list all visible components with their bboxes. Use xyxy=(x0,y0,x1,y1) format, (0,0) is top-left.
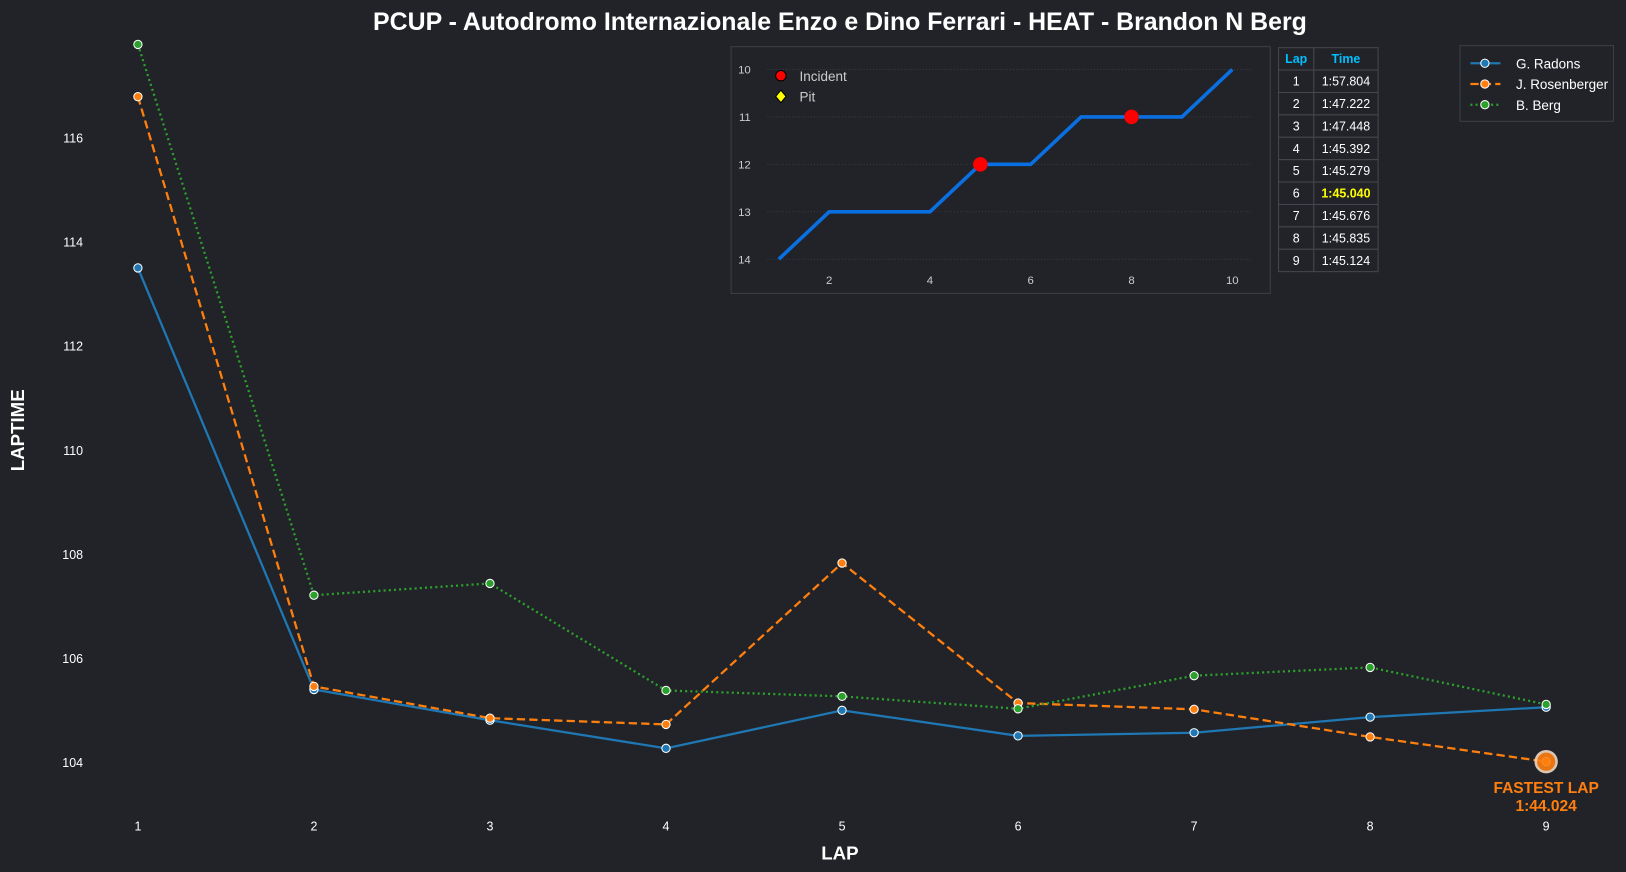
table-lap-cell: 7 xyxy=(1293,209,1300,223)
pit-legend-icon xyxy=(774,89,787,104)
legend-label: G. Radons xyxy=(1516,56,1581,71)
x-tick-label: 4 xyxy=(663,820,670,834)
table-time-cell: 1:47.222 xyxy=(1322,97,1370,111)
data-point xyxy=(661,719,671,730)
data-point xyxy=(837,691,847,702)
table-time-cell: 1:47.448 xyxy=(1322,119,1370,133)
inset-x-tick: 2 xyxy=(826,275,832,287)
inset-frame xyxy=(730,46,1271,294)
inset-y-tick: 10 xyxy=(738,65,751,77)
x-tick-label: 1 xyxy=(134,820,141,834)
table-time-cell: 1:45.040 xyxy=(1321,187,1370,201)
pit-legend-label: Pit xyxy=(800,90,816,105)
x-tick-label: 9 xyxy=(1543,820,1550,834)
x-tick-label: 8 xyxy=(1367,820,1374,834)
legend-marker xyxy=(1480,58,1490,68)
incident-legend-icon xyxy=(775,69,787,82)
chart-title: PCUP - Autodromo Internazionale Enzo e D… xyxy=(373,8,1307,36)
data-point xyxy=(1189,728,1199,738)
position-inset: 10 11 12 13 14 2 4 6 8 10 Incident Pit xyxy=(730,46,1271,294)
data-point xyxy=(1189,671,1199,681)
data-point xyxy=(1365,662,1375,673)
data-point xyxy=(661,685,671,696)
x-tick-label: 2 xyxy=(310,820,317,834)
table-time-cell: 1:45.279 xyxy=(1322,164,1370,178)
data-point xyxy=(133,39,143,50)
data-point xyxy=(1013,731,1023,741)
table-lap-cell: 9 xyxy=(1293,254,1300,268)
fastest-lap-marker xyxy=(1534,750,1558,774)
data-point xyxy=(837,558,847,568)
y-tick-label: 106 xyxy=(62,652,83,666)
table-lap-cell: 3 xyxy=(1293,119,1300,133)
data-point xyxy=(133,263,143,273)
incident-marker xyxy=(1124,109,1139,125)
series-line-g-radons xyxy=(136,267,1547,750)
table-time-cell: 1:45.835 xyxy=(1322,231,1370,245)
legend: G. Radons J. Rosenberger B. Berg xyxy=(1459,45,1614,122)
data-point xyxy=(485,713,495,723)
fastest-lap-label: FASTEST LAP xyxy=(1493,780,1598,797)
table-lap-cell: 8 xyxy=(1293,231,1300,245)
data-point xyxy=(1189,704,1199,714)
inset-y-tick: 13 xyxy=(738,207,751,219)
position-line xyxy=(777,68,1234,261)
data-point xyxy=(133,91,143,102)
table-time-cell: 1:45.124 xyxy=(1322,254,1370,268)
table-lap-cell: 4 xyxy=(1293,142,1300,156)
incident-legend-label: Incident xyxy=(800,69,847,84)
legend-marker xyxy=(1480,100,1490,110)
data-point xyxy=(661,743,671,754)
x-tick-label: 6 xyxy=(1015,820,1022,834)
data-point xyxy=(837,705,847,716)
fastest-lap-time: 1:44.024 xyxy=(1515,798,1577,815)
table-lap-cell: 1 xyxy=(1293,75,1300,89)
lap-table: Lap Time 1 1:57.804 2 1:47.222 3 1:47.448 4 1:45.… xyxy=(1278,47,1379,273)
data-point xyxy=(1365,712,1375,722)
y-tick-label: 108 xyxy=(62,548,83,562)
legend-marker xyxy=(1480,79,1490,89)
data-point xyxy=(309,681,319,692)
inset-y-tick: 11 xyxy=(739,112,751,124)
inset-x-tick: 6 xyxy=(1028,275,1034,287)
data-point xyxy=(1541,699,1551,710)
x-axis-label: LAP xyxy=(821,843,858,864)
y-tick-label: 110 xyxy=(63,444,83,458)
inset-y-tick: 14 xyxy=(738,254,751,266)
table-lap-cell: 5 xyxy=(1293,164,1300,178)
table-header: Time xyxy=(1332,52,1361,66)
table-time-cell: 1:45.392 xyxy=(1322,142,1370,156)
y-tick-label: 112 xyxy=(63,340,83,354)
table-time-cell: 1:45.676 xyxy=(1322,209,1370,223)
table-header: Lap xyxy=(1285,52,1308,66)
data-point xyxy=(485,578,495,589)
y-axis-label: LAPTIME xyxy=(7,389,28,471)
legend-label: J. Rosenberger xyxy=(1516,77,1609,92)
x-tick-label: 3 xyxy=(487,820,494,834)
table-lap-cell: 2 xyxy=(1293,97,1300,111)
y-tick-label: 116 xyxy=(63,131,83,145)
inset-x-tick: 8 xyxy=(1128,275,1134,287)
x-tick-label: 7 xyxy=(1191,820,1198,834)
incident-marker xyxy=(973,157,988,172)
inset-y-tick: 12 xyxy=(738,159,751,171)
data-point xyxy=(1365,732,1375,742)
data-point xyxy=(309,590,319,600)
y-tick-label: 104 xyxy=(62,756,83,770)
inset-x-tick: 4 xyxy=(927,275,933,287)
inset-x-tick: 10 xyxy=(1226,275,1239,287)
table-cell xyxy=(1313,248,1379,273)
table-lap-cell: 6 xyxy=(1293,187,1300,201)
x-tick-label: 5 xyxy=(839,820,846,834)
table-time-cell: 1:57.804 xyxy=(1322,75,1370,89)
data-point xyxy=(1013,704,1023,714)
y-tick-label: 114 xyxy=(63,236,83,250)
legend-label: B. Berg xyxy=(1516,98,1561,113)
